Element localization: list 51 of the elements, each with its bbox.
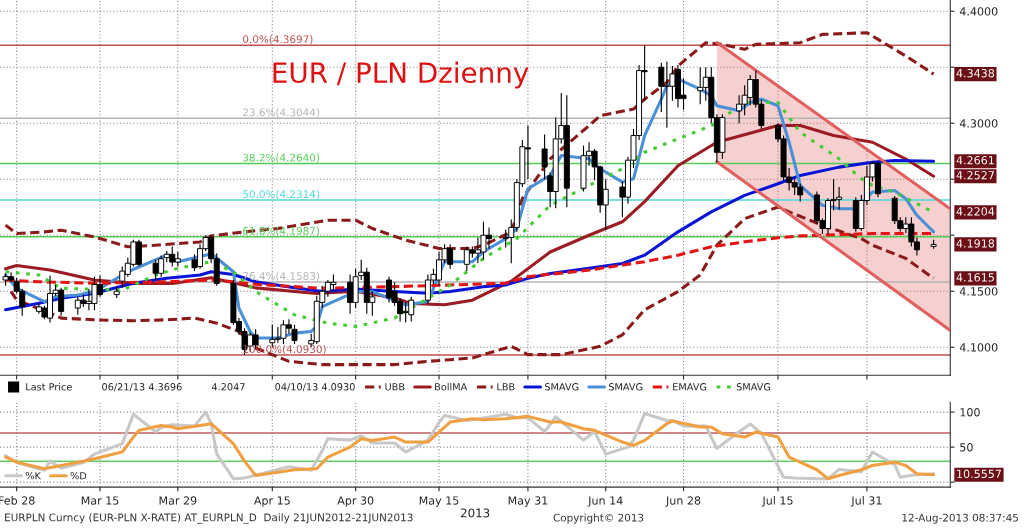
text: 4.2047 <box>211 383 245 391</box>
x-tick-label: Mar 29 <box>159 496 197 505</box>
text: 04/10/13 4.0930 <box>275 383 355 392</box>
legend-label: SMAVG <box>544 383 579 391</box>
legend-label: EMAVG <box>673 383 707 391</box>
ref-line-label: 50.0%(4.2314) <box>243 189 320 200</box>
ref-line-label: 76.4%(4.1583) <box>243 271 320 282</box>
text: EUR / PLN Dzienny <box>273 61 529 89</box>
y-tick-label: 100 <box>960 408 980 417</box>
legend-label: %K <box>25 472 42 480</box>
legend-label: UBB <box>385 383 405 391</box>
ref-line-label: 38.2%(4.2640) <box>243 153 320 163</box>
x-tick-label: Feb 28 <box>0 496 35 505</box>
legend-label: SMAVG <box>608 383 643 391</box>
candlestick <box>541 133 548 180</box>
y-tick-label: 4.4000 <box>959 7 998 16</box>
text: EURPLN Curncy (EUR-PLN X-RATE) AT_EURPLN_D Daily 21JUN2012-21JUN2013 <box>5 513 413 524</box>
text: 06/21/13 4.3696 <box>102 383 182 392</box>
legend-label: LBB <box>497 383 515 391</box>
ref-line-label: 61.8%(4.1987) <box>243 226 320 236</box>
ref-line-label: 23.6%(4.3044) <box>243 108 320 118</box>
legend-label: SMAVG <box>736 383 771 391</box>
x-tick-label: Apr 30 <box>337 496 374 507</box>
x-tick-label: Jun 28 <box>665 496 701 507</box>
annotation: 4.1918 <box>956 239 995 248</box>
candlestick <box>697 66 704 105</box>
candlestick <box>658 62 665 113</box>
x-tick-label: Jul 15 <box>761 496 793 507</box>
annotation: 4.3438 <box>956 68 995 78</box>
y-tick-label: 4.1000 <box>959 343 998 352</box>
y-tick-label: 4.1500 <box>959 287 998 296</box>
x-axis-title: 2013 <box>460 508 490 518</box>
x-tick-label: Jun 14 <box>587 496 623 507</box>
x-tick-label: Mar 15 <box>81 496 119 505</box>
y-tick-label: 50 <box>960 443 973 452</box>
annotation: 4.2661 <box>956 156 994 165</box>
legend-label: Last Price <box>26 382 72 391</box>
x-tick-label: Jul 31 <box>850 496 882 507</box>
legend-label: %D <box>70 472 87 480</box>
x-tick-label: Apr 15 <box>253 496 290 507</box>
x-tick-label: May 15 <box>419 496 459 507</box>
annotation: 10.5557 <box>957 469 1001 478</box>
ref-line-label: 0.0%(4.3697) <box>243 35 313 45</box>
text: Copyright© 2013 <box>553 513 644 524</box>
annotation: 4.1615 <box>956 273 994 282</box>
y-tick-label: 4.3000 <box>959 119 998 128</box>
annotation: 4.2204 <box>956 207 995 216</box>
text: 12-Aug-2013 08:37:45 <box>902 513 1018 524</box>
legend-label: BollMA <box>435 382 468 391</box>
x-tick-label: May 31 <box>508 496 548 507</box>
annotation: 4.2527 <box>956 171 994 180</box>
